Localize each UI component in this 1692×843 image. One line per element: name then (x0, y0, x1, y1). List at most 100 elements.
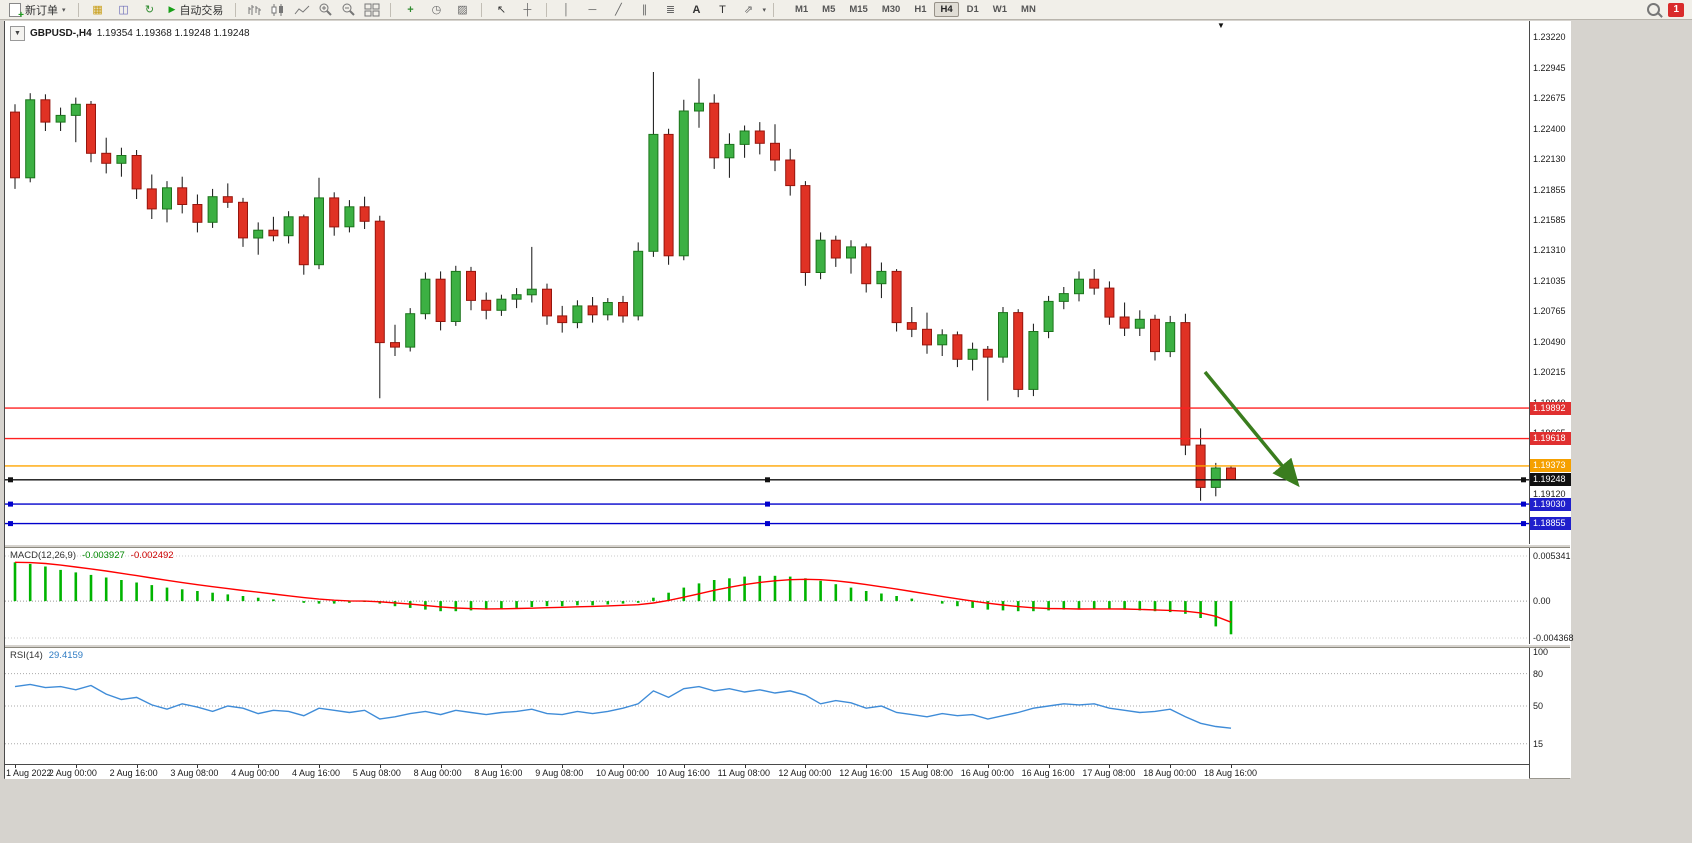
candle-body (25, 99, 36, 179)
line-handle[interactable] (1521, 501, 1526, 507)
autotrading-button[interactable]: ▶ 自动交易 (164, 1, 229, 19)
candle-body (177, 187, 188, 206)
line-handle[interactable] (765, 521, 770, 527)
periods-icon[interactable]: ◷ (431, 3, 442, 16)
time-axis-label: 3 Aug 08:00 (170, 768, 219, 778)
arrow-annotation[interactable] (1203, 370, 1300, 488)
line-chart-icon[interactable] (291, 3, 313, 17)
candle-body (526, 288, 537, 296)
notification-badge[interactable]: 1 (1668, 2, 1684, 17)
bar-chart-icon[interactable] (243, 3, 265, 17)
zoom-in-icon[interactable] (315, 2, 336, 17)
time-tick (197, 765, 199, 768)
rsi-panel[interactable] (5, 648, 1529, 764)
time-tick (1170, 765, 1172, 768)
line-handle[interactable] (1521, 521, 1526, 527)
panel-splitter[interactable] (5, 544, 1570, 548)
timeframe-button-m5[interactable]: M5 (822, 4, 836, 15)
price-badge: 1.19618 (1530, 432, 1571, 446)
shapes-icon[interactable]: ⇗ (743, 3, 754, 16)
price-axis-label: 1.21585 (1533, 214, 1566, 225)
zoom-out-icon[interactable] (338, 2, 359, 17)
profile-icon[interactable]: ◫ (118, 3, 129, 16)
price-axis-label: 1.20765 (1533, 305, 1566, 316)
candle-body (1028, 331, 1039, 390)
price-axis[interactable]: 1.23220 1.22945 1.22675 1.22400 1.22130 1.218… (1529, 21, 1574, 778)
search-icon[interactable] (1647, 3, 1661, 16)
candle-body (314, 197, 324, 266)
price-badge: 1.19248 (1530, 473, 1571, 487)
time-axis-label: 15 Aug 08:00 (900, 768, 954, 778)
cursor-icon[interactable]: ↖ (496, 3, 507, 16)
candle-body (268, 229, 279, 237)
refresh-icon[interactable]: ↻ (144, 3, 155, 16)
price-axis-label: 1.22130 (1533, 153, 1566, 164)
timeframe-button-h4[interactable]: H4 (934, 2, 959, 17)
rsi-line (14, 683, 1232, 729)
candle-body (55, 114, 66, 123)
timeframe-button-m30[interactable]: M30 (881, 4, 901, 15)
candle-body (1150, 318, 1160, 353)
price-axis-label: 1.22400 (1533, 123, 1566, 134)
label-tool-icon[interactable]: T (719, 3, 726, 16)
symbol-dropdown-icon[interactable]: ▼ (10, 26, 25, 41)
candle-body (830, 239, 841, 259)
candle-body (1210, 467, 1221, 488)
timeframe-button-h1[interactable]: H1 (914, 4, 927, 15)
candle-body (86, 103, 96, 154)
horizontal-line-icon[interactable]: ─ (588, 3, 597, 16)
time-tick (258, 765, 260, 768)
fibonacci-icon[interactable]: ≣ (665, 3, 676, 16)
trendline-icon[interactable]: ╱ (615, 3, 622, 16)
time-tick (136, 765, 138, 768)
price-chart[interactable] (5, 23, 1529, 544)
time-tick (744, 765, 746, 768)
candle-body (937, 334, 948, 346)
indicators-icon[interactable]: + (407, 3, 414, 16)
candle-body (587, 305, 598, 316)
candle-body (1180, 322, 1191, 446)
panel-splitter[interactable] (5, 644, 1570, 648)
new-order-button[interactable]: + 新订单 ▾ (4, 1, 71, 20)
line-handle[interactable] (1521, 477, 1526, 483)
candle-body (846, 246, 856, 259)
candlestick-chart-icon[interactable] (267, 3, 289, 17)
toolbar-right: 1 (1647, 2, 1688, 17)
line-handle[interactable] (765, 501, 770, 507)
vertical-line-icon[interactable]: │ (563, 3, 570, 16)
line-handle[interactable] (8, 521, 13, 527)
time-axis-label: 8 Aug 16:00 (474, 768, 523, 778)
time-axis-label: 4 Aug 00:00 (231, 768, 280, 778)
rsi-axis-label: 100 (1533, 647, 1549, 657)
candle-body (602, 302, 613, 316)
candle-body (678, 110, 689, 257)
timeframe-button-m1[interactable]: M1 (794, 4, 809, 15)
line-handle[interactable] (765, 477, 770, 483)
timeframe-button-mn[interactable]: MN (1021, 4, 1036, 15)
time-axis-label: 17 Aug 08:00 (1082, 768, 1136, 778)
line-handle[interactable] (8, 477, 13, 483)
toolbar-separator (481, 2, 483, 17)
line-handle[interactable] (8, 501, 13, 507)
tile-windows-icon[interactable] (361, 3, 383, 17)
crosshair-icon[interactable]: ┼ (523, 3, 532, 16)
timeframe-button-m15[interactable]: M15 (849, 4, 868, 15)
time-axis-label: 10 Aug 00:00 (596, 768, 650, 778)
chart-wizard-icon[interactable]: ▦ (92, 3, 103, 16)
chart-shift-marker-icon[interactable]: ▼ (1217, 21, 1225, 30)
time-tick (1109, 765, 1111, 768)
macd-panel[interactable] (5, 548, 1529, 644)
time-axis[interactable]: 1 Aug 2022 2 Aug 00:00 2 Aug 16:00 3 Aug 08… (5, 764, 1529, 779)
timeframe-button-w1[interactable]: W1 (992, 4, 1008, 15)
candle-body (542, 288, 552, 317)
timeframe-button-d1[interactable]: D1 (966, 4, 979, 15)
channel-icon[interactable]: ∥ (641, 3, 648, 16)
chevron-down-icon[interactable]: ▾ (762, 6, 766, 14)
templates-icon[interactable]: ▨ (457, 3, 468, 16)
candle-body (967, 348, 978, 360)
text-tool-icon[interactable]: A (692, 3, 701, 16)
candle-body (861, 246, 872, 285)
candle-body (694, 102, 704, 112)
time-tick (805, 765, 807, 768)
candle-body (359, 206, 370, 222)
